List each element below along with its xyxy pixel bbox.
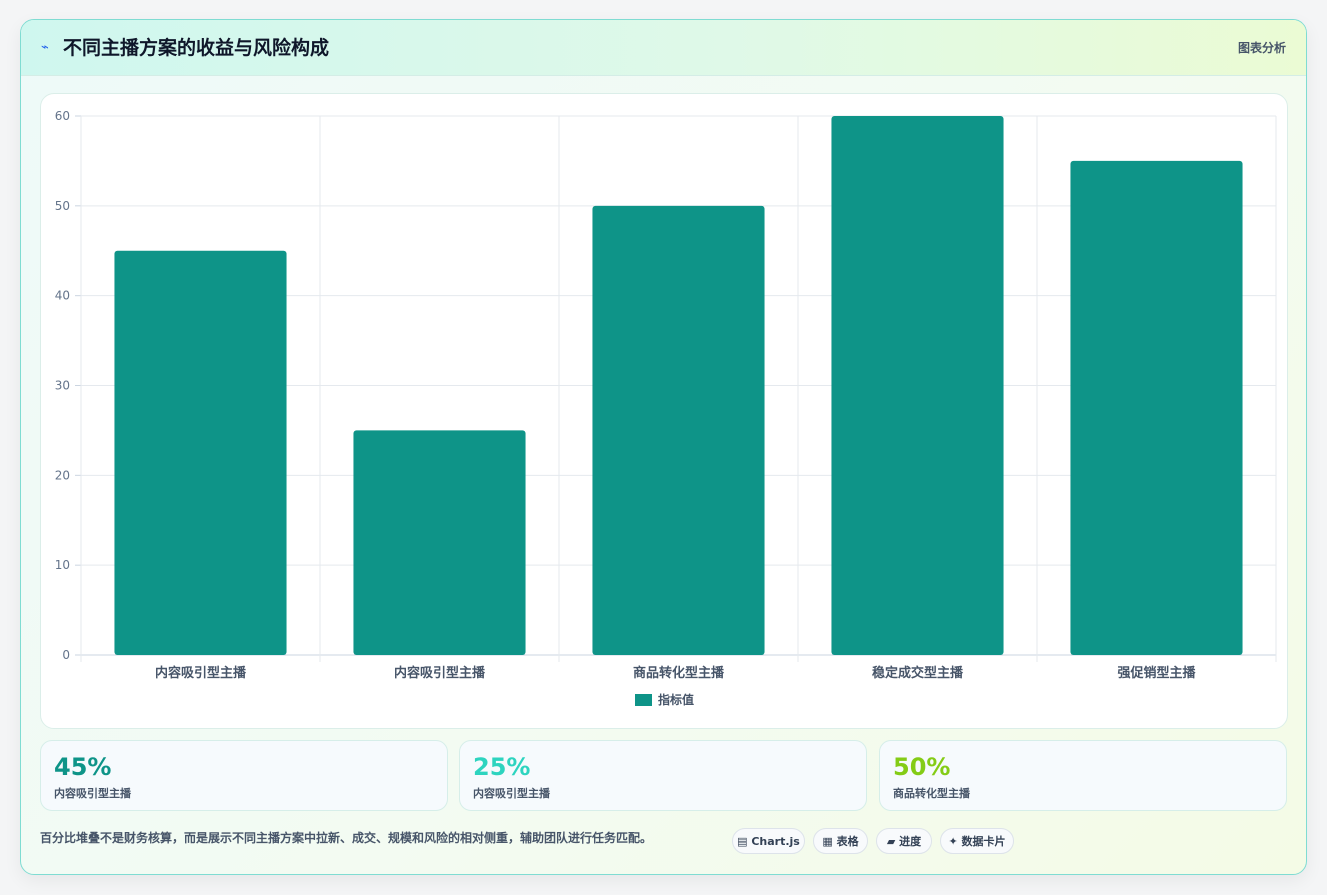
- y-tick-label: 60: [55, 109, 70, 123]
- y-tick-label: 50: [55, 199, 70, 213]
- bar-chart: 0 10 20 30 40 50 60 内容吸引型主播 内容吸引型主播 商品转化型主播 稳定成交型主…: [55, 109, 1277, 707]
- bar: [592, 205, 765, 655]
- chart-card: ⌁ 不同主播方案的收益与风险构成 图表分析 0 10 20 30 40 50 60 内容吸引型…: [20, 19, 1307, 875]
- bar: [353, 430, 526, 655]
- chip-progress[interactable]: ▰ 进度: [876, 828, 932, 854]
- footnote: 百分比堆叠不是财务核算，而是展示不同主播方案中拉新、成交、规模和风险的相对侧重，…: [40, 831, 653, 845]
- stat-value: 25%: [473, 753, 531, 781]
- stat-card: 50% 商品转化型主播: [879, 740, 1287, 811]
- card-header: ⌁ 不同主播方案的收益与风险构成 图表分析: [21, 20, 1306, 76]
- chip-chartjs[interactable]: ▤ Chart.js: [732, 828, 805, 854]
- bar: [831, 116, 1004, 655]
- stat-value: 50%: [893, 753, 951, 781]
- stat-label: 内容吸引型主播: [473, 787, 550, 800]
- x-tick-label: 商品转化型主播: [633, 665, 725, 681]
- x-tick-label: 内容吸引型主播: [155, 665, 247, 681]
- x-tick-label: 强促销型主播: [1117, 665, 1196, 681]
- chart-analysis-tag: 图表分析: [1237, 41, 1286, 55]
- y-tick-label: 20: [55, 468, 70, 482]
- y-tick-label: 40: [55, 289, 70, 303]
- chart-panel: 0 10 20 30 40 50 60 内容吸引型主播 内容吸引型主播 商品转化型主播 稳定成交型主…: [40, 93, 1288, 729]
- x-tick-label: 内容吸引型主播: [394, 665, 486, 681]
- bar: [114, 250, 287, 655]
- stat-value: 45%: [54, 753, 112, 781]
- stat-label: 内容吸引型主播: [54, 787, 131, 800]
- x-tick-label: 稳定成交型主播: [872, 665, 964, 681]
- y-tick-label: 0: [62, 648, 70, 662]
- legend-swatch: [635, 694, 652, 706]
- chip-table[interactable]: ▦ 表格: [813, 828, 868, 854]
- stat-label: 商品转化型主播: [893, 787, 970, 800]
- legend-label: 指标值: [658, 692, 694, 707]
- y-tick-label: 30: [55, 379, 70, 393]
- stat-card: 45% 内容吸引型主播: [40, 740, 448, 811]
- y-tick-label: 10: [55, 558, 70, 572]
- bar: [1070, 160, 1243, 655]
- lightning-icon: ⌁: [41, 40, 49, 55]
- card-title: 不同主播方案的收益与风险构成: [63, 37, 330, 59]
- chip-data-card[interactable]: ✦ 数据卡片: [940, 828, 1014, 854]
- stat-card: 25% 内容吸引型主播: [459, 740, 867, 811]
